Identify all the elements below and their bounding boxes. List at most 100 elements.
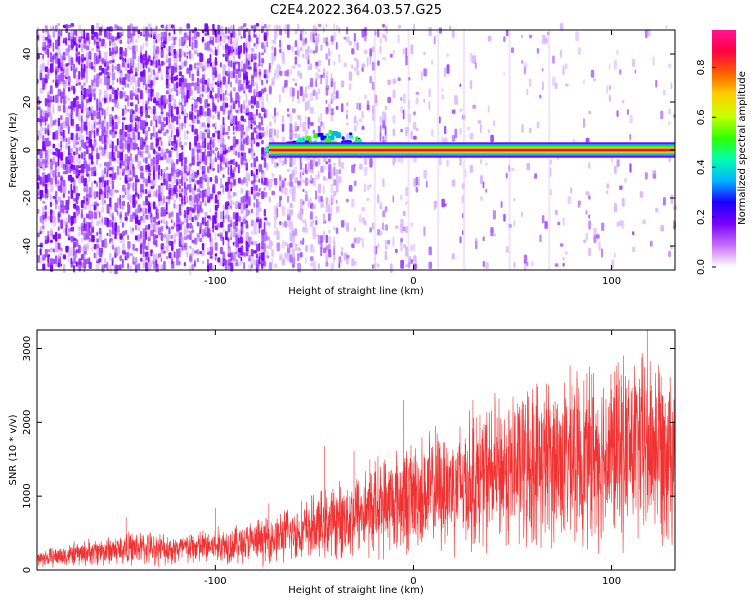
spectrogram-noise-cell [60,175,63,185]
spectrogram-noise-cell [253,226,257,235]
spectrogram-noise-cell [132,121,134,130]
spectrogram-noise-cell [111,148,114,158]
spectrogram-noise-cell [204,42,208,51]
spectrogram-noise-cell [209,255,213,259]
spectrogram-noise-cell [588,214,591,219]
spectrogram-noise-cell [333,226,336,231]
spectrogram-noise-cell [134,174,138,183]
spectrogram-noise-cell [222,92,225,102]
spectrogram-noise-cell [279,246,281,250]
spectrogram-noise-cell [165,66,170,75]
spectrogram-noise-cell [196,193,200,202]
spectrogram-noise-cell [88,210,91,220]
spectrogram-noise-cell [310,256,314,262]
spectrogram-noise-cell [230,114,234,124]
spectrogram-noise-cell [330,262,334,271]
spectrogram-noise-cell [176,81,179,89]
spectrogram-noise-cell [322,231,325,238]
spectrogram-noise-cell [299,206,303,216]
figure-title: C2E4.2022.364.03.57.G25 [270,3,442,18]
spectrogram-noise-cell [160,140,163,147]
spectrogram-noise-cell [119,219,123,224]
spectrogram-noise-cell [400,97,403,102]
spectrogram-noise-cell [361,125,365,130]
spectrogram-noise-cell [364,94,368,100]
spectrogram-noise-cell [191,82,195,87]
spectrogram-noise-cell [230,205,232,210]
spectrogram-noise-cell [134,94,139,100]
spectrogram-noise-cell [266,79,268,84]
spectrogram-noise-cell [80,208,83,219]
spectrogram-noise-cell [183,242,188,251]
spectrogram-noise-cell [245,52,248,60]
spectrogram-noise-cell [122,51,126,57]
spectrogram-noise-cell [289,113,293,123]
spectrogram-noise-cell [248,100,252,106]
spectrogram-noise-cell [62,179,66,187]
spectrogram-noise-cell [310,244,313,249]
spectrogram-noise-cell [281,222,285,227]
spectrogram-noise-cell [42,135,45,142]
spectrogram-noise-cell [183,201,187,205]
spectrogram-noise-cell [227,166,230,176]
spectrogram-noise-cell [214,49,218,56]
spectrogram-noise-cell [217,191,222,195]
spectrogram-noise-cell [382,57,386,61]
spectrogram-noise-cell [65,217,68,225]
spectrogram-noise-cell [307,99,310,110]
spectrogram-noise-cell [42,158,45,165]
spectrogram-noise-cell [75,30,78,37]
spectrogram-noise-cell [237,216,241,222]
spectrogram-noise-cell [279,93,281,103]
spectrogram-noise-cell [109,229,112,238]
spectrogram-noise-cell [268,222,271,227]
spectrogram-noise-cell [183,195,186,202]
spectrogram-noise-cell [312,245,315,254]
spectrogram-noise-cell [384,206,388,212]
spectrogram-noise-cell [186,23,190,29]
spectrogram-noise-cell [189,166,191,172]
spectrogram-noise-cell [662,197,666,206]
spectrogram-noise-cell [83,87,87,98]
spectrogram-noise-cell [42,62,45,70]
spectrogram-noise-cell [85,242,89,252]
spectrogram-noise-cell [459,108,463,112]
spectrogram-noise-cell [312,178,317,187]
spectrogram-noise-cell [235,227,238,232]
spectrogram-noise-cell [237,229,241,239]
spectrogram-noise-cell [42,225,45,230]
spectrogram-noise-cell [299,72,303,79]
spectrogram-noise-cell [152,76,156,85]
spectrogram-noise-cell [544,221,548,229]
spectrogram-noise-cell [279,66,282,71]
spectrogram-noise-cell [186,55,189,59]
spectrogram-noise-cell [482,261,485,268]
spectrogram-noise-cell [650,240,653,247]
spectrogram-noise-cell [263,192,268,197]
spectrogram-noise-cell [333,95,337,100]
spectrogram-noise-cell [289,86,293,97]
spectrogram-noise-cell [189,69,191,77]
spectrogram-noise-cell [410,130,413,140]
spectrogram-noise-cell [415,186,419,193]
spectrogram-noise-cell [266,221,269,226]
spectrogram-noise-cell [176,106,179,115]
spectrogram-noise-cell [217,233,220,237]
spectrogram-noise-cell [132,256,135,264]
spectrogram-noise-cell [173,203,176,209]
spectrogram-noise-cell [70,148,73,153]
spectrogram-noise-cell [232,87,236,92]
spectrogram-noise-cell [124,73,128,80]
spectrogram-noise-cell [124,131,128,138]
spectrogram-noise-cell [608,64,611,70]
spectrogram-noise-cell [281,206,286,216]
spectrogram-noise-cell [255,243,260,252]
spectrogram-noise-cell [240,68,244,72]
spectrogram-noise-cell [454,128,458,139]
spectrogram-noise-cell [91,123,94,130]
spectrogram-noise-cell [299,198,304,207]
spectrogram-noise-cell [219,41,222,47]
spectrogram-noise-cell [155,118,158,128]
spectrogram-noise-cell [310,197,312,205]
spectrogram-noise-cell [191,225,194,230]
